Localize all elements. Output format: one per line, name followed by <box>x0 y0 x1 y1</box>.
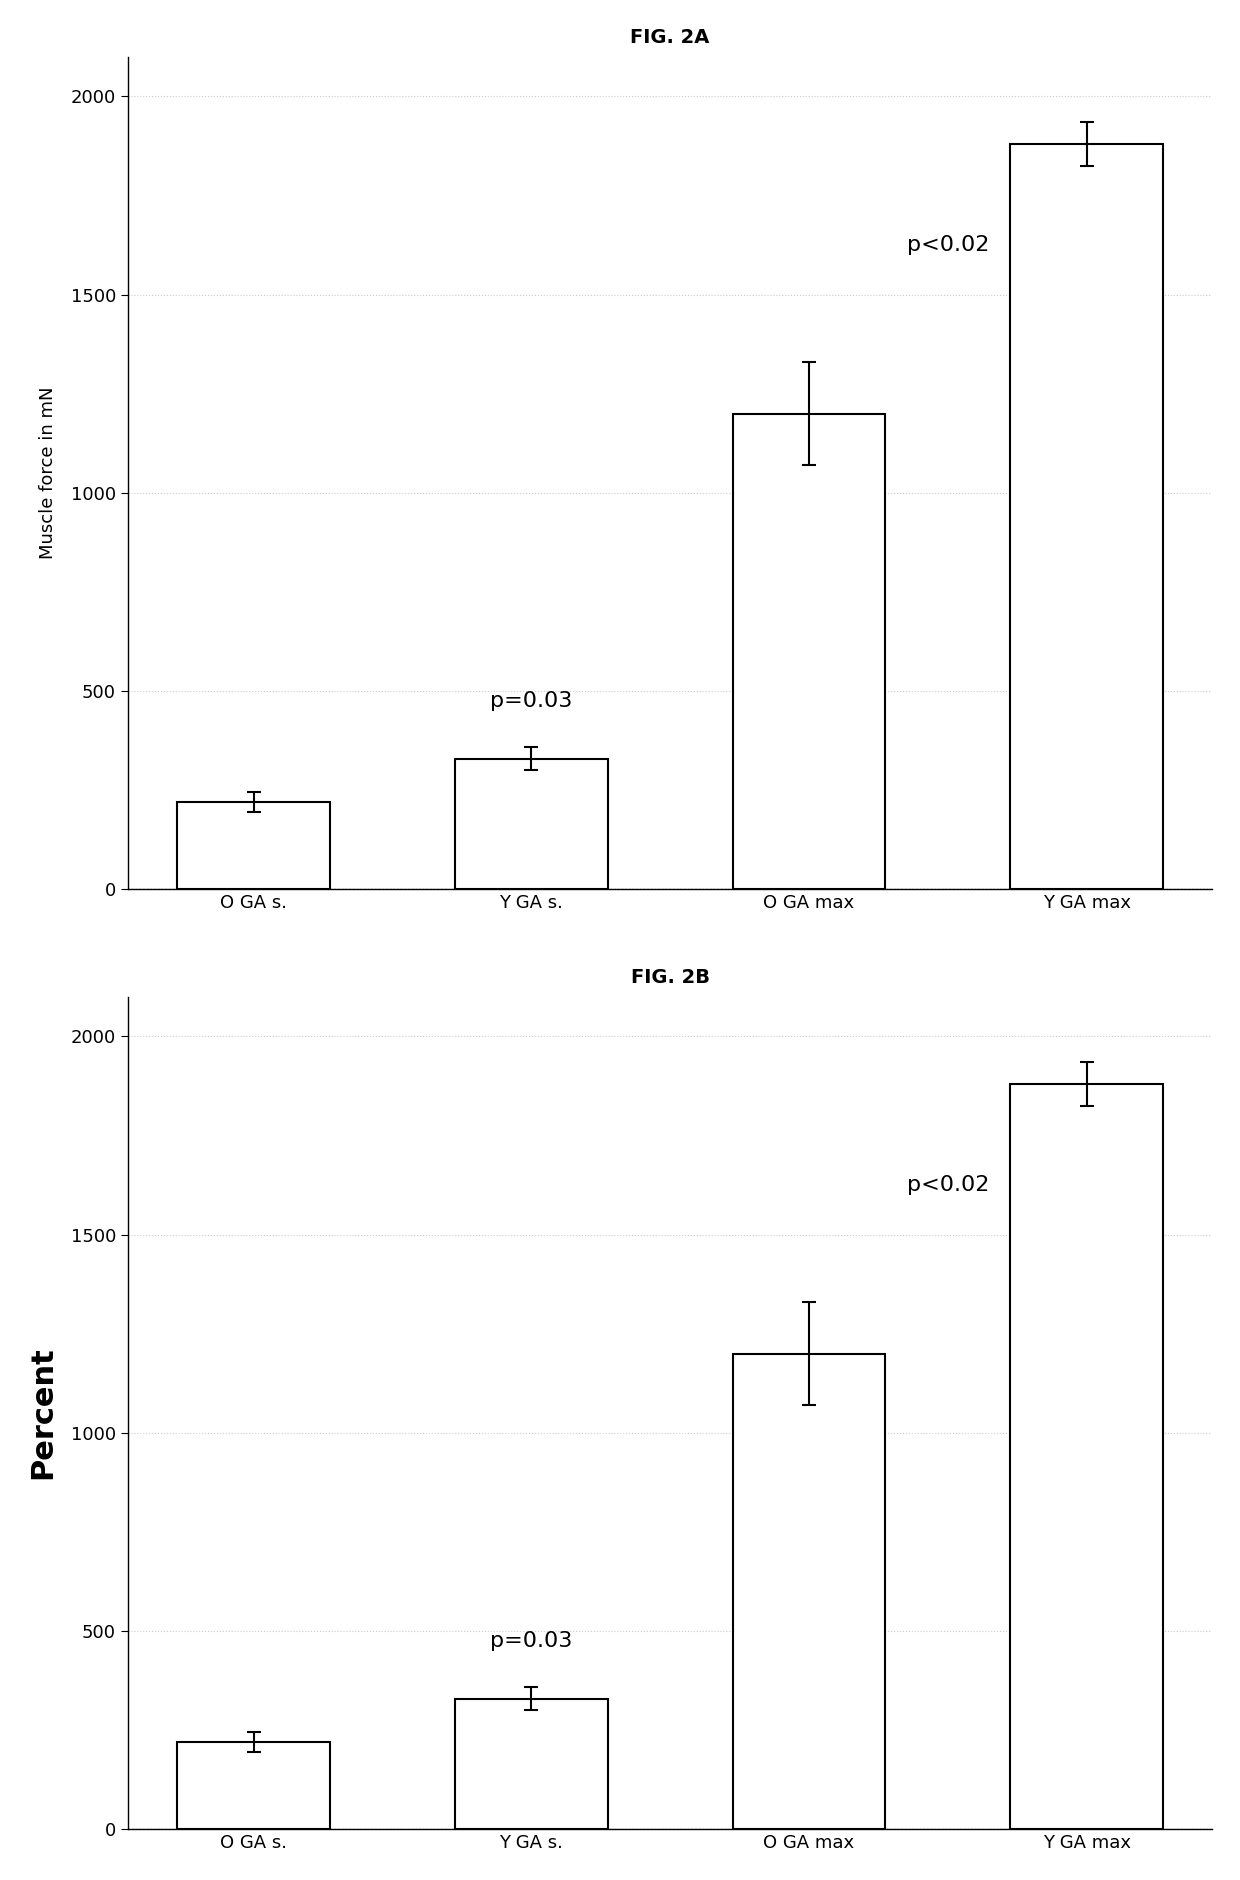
Bar <box>733 1354 885 1829</box>
Bar <box>177 1743 330 1829</box>
Text: p=0.03: p=0.03 <box>490 692 573 711</box>
Text: p<0.02: p<0.02 <box>906 235 990 256</box>
Title: FIG. 2A: FIG. 2A <box>630 28 709 47</box>
Title: FIG. 2B: FIG. 2B <box>630 968 709 987</box>
Text: p<0.02: p<0.02 <box>906 1175 990 1196</box>
Y-axis label: Muscle force in mN: Muscle force in mN <box>38 387 57 558</box>
Bar <box>1011 145 1163 889</box>
Bar <box>455 758 608 889</box>
Bar <box>455 1698 608 1829</box>
Bar <box>177 803 330 889</box>
Text: p=0.03: p=0.03 <box>490 1632 573 1651</box>
Bar <box>1011 1085 1163 1829</box>
Y-axis label: Percent: Percent <box>27 1346 57 1480</box>
Bar <box>733 414 885 889</box>
